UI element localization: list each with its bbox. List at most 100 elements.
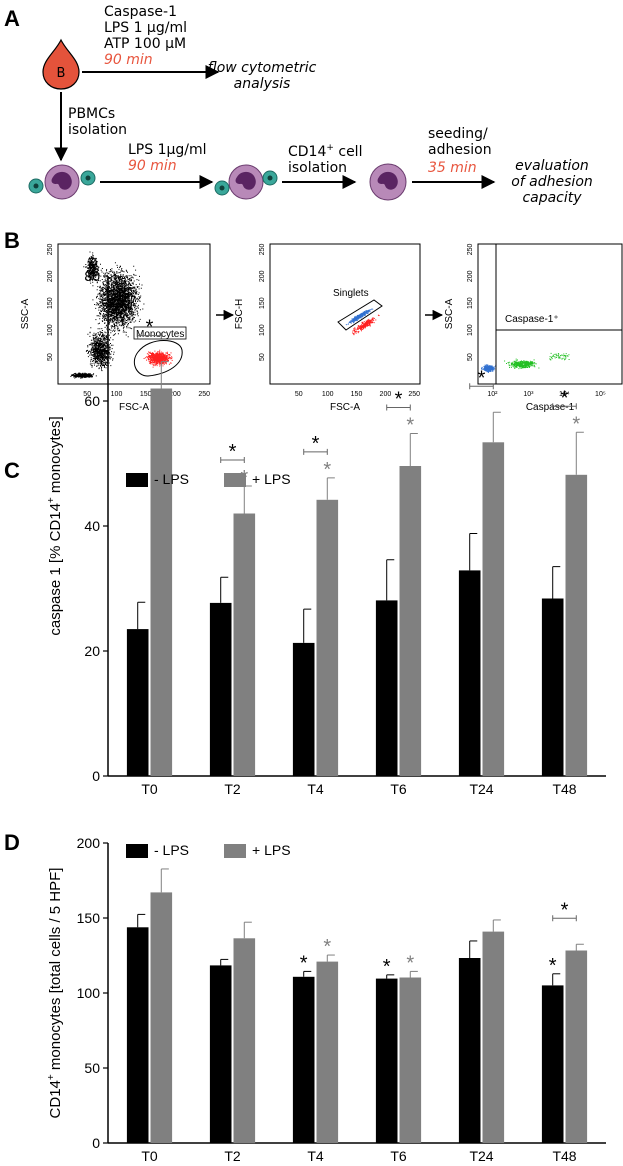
chart-d-sig-star: * [323,936,331,958]
chart-d-sig-star: * [406,952,414,974]
chart-d-bar-minus-lps-t2 [209,965,232,1143]
chart-d-xtick-label: T4 [307,1148,324,1164]
chart-c-xtick-label: T6 [390,781,407,797]
step1-time: 90 min [128,158,177,174]
chart-d-ytick-label: 100 [77,985,101,1001]
condition-time: 90 min [104,52,153,68]
chart-c-bar-plus-lps-t4 [316,499,339,777]
plot3-green-tail [549,352,570,361]
chart-d-bar-plus-lps-t4 [316,961,339,1143]
chart-c-xtick-label: T2 [224,781,241,797]
chart-c-pair-sig-star: * [561,387,569,409]
plot3-ytick-label: 100 [467,324,474,336]
chart-c-legend-label: - LPS [154,471,189,487]
chart-d-ytick-label: 150 [77,910,101,926]
chart-d-pair-sig-star: * [561,899,569,921]
chart-c-legend-label: + LPS [252,471,291,487]
chart-d-xtick-label: T0 [141,1148,158,1164]
chart-c-xtick-label: T0 [141,781,158,797]
plot1-ylabel: SSC-A [20,298,31,329]
chart-c-ytick-label: 80 [84,268,100,284]
chart-d-legend-label: - LPS [154,842,189,858]
plot3-frame [477,243,623,385]
chart-d-bar-minus-lps-t0 [126,927,149,1143]
plot1-main-cloud [92,262,145,338]
plot2-xtick-label: 200 [380,391,392,398]
plot2-ylabel: FSC-H [234,299,245,330]
plot2-ytick-label: 250 [259,243,266,255]
drop-label: B [57,66,66,81]
plot1-monocyte-cloud [143,349,173,368]
step2-cell: cell [334,144,363,160]
chart-c-pair-sig-star: * [395,389,403,411]
plot3-blue-cloud [481,364,497,373]
pbmc-cells-icon [28,164,96,200]
chart-c-ytick-label: 40 [84,518,100,534]
chart-c-bar-plus-lps-t0 [150,388,173,776]
condition-atp: ATP 100 µM [104,36,186,52]
chart-c-legend-swatch [126,473,148,487]
plot3-xtick-label: 10⁵ [595,391,606,398]
condition-caspase: Caspase-1 [104,4,177,20]
chart-d-bar-plus-lps-t2 [233,938,256,1144]
chart-c-bar-plus-lps-t6 [399,466,422,776]
plot3-ytick-label: 150 [467,297,474,309]
chart-d-sig-star: * [549,955,557,977]
caspase-gate-label: Caspase-1⁺ [505,314,559,325]
plot2-ytick-label: 150 [259,297,266,309]
chart-d-ylabel-sup: + [46,1074,57,1080]
step2-label: CD14+ cell [288,143,362,160]
plot2-xtick-label: 250 [408,391,420,398]
pbmc-label-1: PBMCs [68,106,115,122]
chart-d-bar-plus-lps-t24 [482,931,505,1143]
step2-sup: + [326,143,334,153]
step3-label-2: adhesion [428,142,492,158]
panel-d-letter: D [4,830,20,855]
lps-cells-icon [214,164,278,200]
plot3-ytick-label: 200 [467,270,474,282]
plot3-xtick-label: 10³ [523,391,534,398]
chart-d-bar-plus-lps-t0 [150,892,173,1143]
chart-d-bar-plus-lps-t48 [565,950,588,1143]
plot2-ytick-label: 100 [259,324,266,336]
chart-c-bar-minus-lps-t24 [458,570,481,776]
chart-c-ytick-label: 60 [84,393,100,409]
plot3-ytick-label: 50 [467,353,474,361]
chart-d-ylabel: CD14+ monocytes [total cells / 5 HPF] [46,868,64,1119]
plot1-ytick-label: 50 [47,353,54,361]
chart-d-bar-minus-lps-t48 [541,985,564,1143]
chart-c-xtick-label: T48 [552,781,576,797]
chart-d-legend-swatch [224,844,246,858]
plot1-ytick-label: 250 [47,243,54,255]
pbmc-label-2: isolation [68,122,127,138]
singlets-gate-label: Singlets [333,288,369,299]
plot2-diagonal-clouds [345,308,380,336]
chart-c-ylabel-sup: + [46,497,57,503]
chart-c-pair-sig-star: * [229,441,237,463]
plot1-xlabel: FSC-A [119,402,149,413]
result-2: of adhesion [511,174,593,190]
chart-c-bar-minus-lps-t0 [126,629,149,776]
step2-cd14: CD14 [288,144,326,160]
plot1-xtick-label: 250 [198,391,210,398]
panel-c: C 0 20 40 60 80 caspase 1 [% CD14+ monocytes]… [4,268,606,797]
plot3-green-cloud [504,358,540,370]
plot2-xlabel: FSC-A [330,402,360,413]
chart-d-sig-star: * [300,952,308,974]
chart-c-pair-sig-star: * [478,367,486,389]
plot1-ytick-label: 150 [47,297,54,309]
chart-d-legend-swatch [126,844,148,858]
chart-c-ytick-label: 20 [84,643,100,659]
plot2-ytick-label: 50 [259,353,266,361]
plot1-debris-band [70,372,95,379]
plot2-red-cloud [352,314,380,336]
plot1-xtick-label: 200 [169,391,181,398]
chart-c-ylabel: caspase 1 [% CD14+ monocytes] [46,416,64,635]
monocytes-gate [133,340,183,377]
plot2-ytick-label: 200 [259,270,266,282]
panel-b-letter: B [4,228,20,253]
flow-result-1: flow cytometric [208,60,317,76]
chart-d-ytick-label: 0 [92,1135,100,1151]
chart-c-sig-star: * [406,415,414,437]
monocyte-icon [369,163,407,201]
